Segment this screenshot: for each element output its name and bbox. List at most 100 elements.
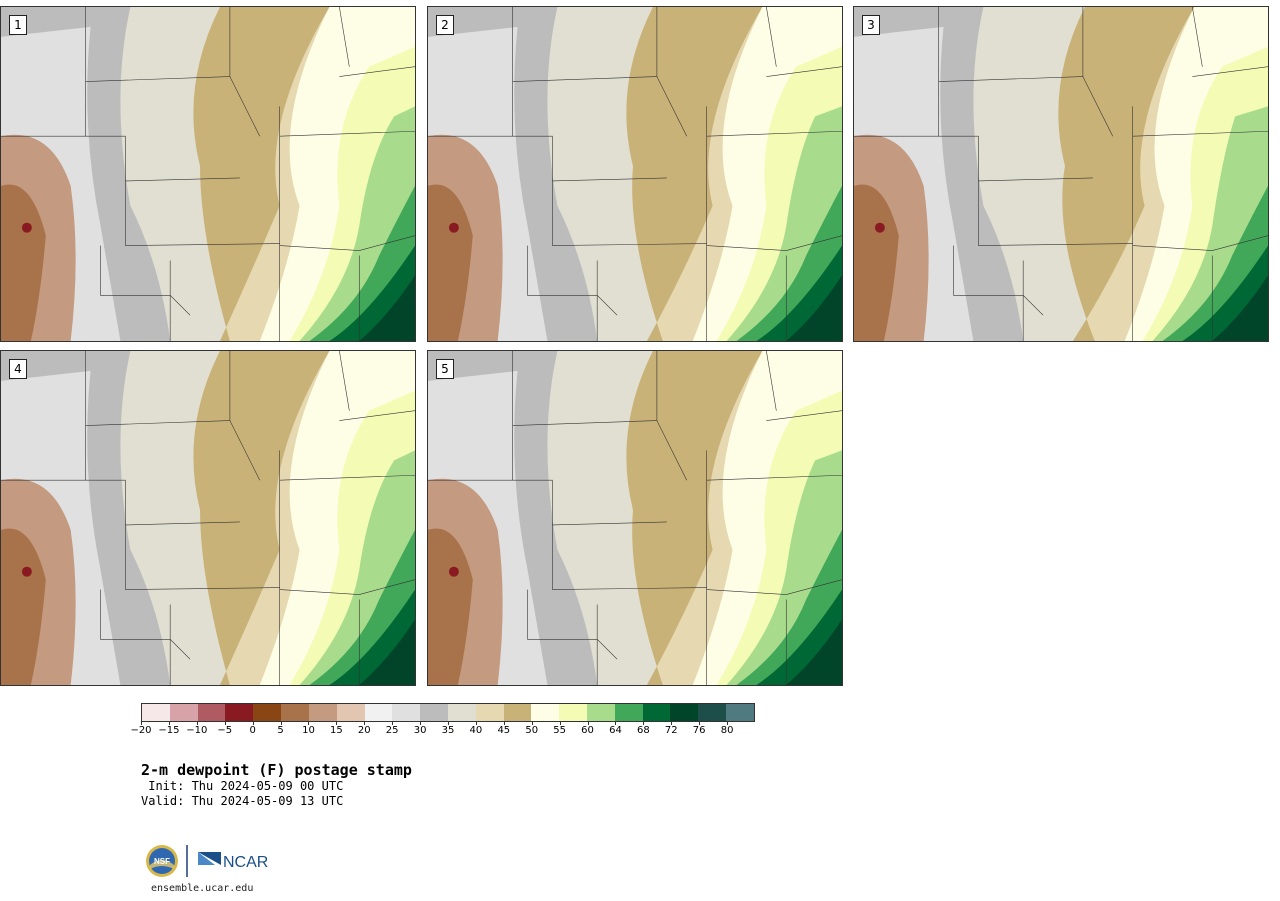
colorbar-swatch [392,704,421,721]
colorbar-tick-label: 80 [720,725,734,736]
state-border [1192,7,1203,67]
colorbar-swatch [726,704,754,721]
colorbar [141,703,755,722]
state-border [125,587,280,590]
field-72f-band [359,619,415,685]
panel-number-label: 5 [436,359,454,379]
state-border [978,177,1093,182]
colorbar-tick-mark [615,721,617,725]
state-border [1082,7,1114,137]
colorbar-tick-label: 35 [441,725,455,736]
colorbar-tick-label: 30 [413,725,427,736]
colorbar-tick-label: 55 [553,725,566,736]
colorbar-ticks: −20 −15 −10 −5 0 5 10 15 20 25 30 35 40 45 50 55 60 64 68 7… [130,721,755,741]
state-border [125,177,240,182]
field-min-spot [448,566,459,577]
state-border [339,7,350,67]
colorbar-tick-label: 68 [636,725,650,736]
dewpoint-map [854,7,1268,341]
stamp-panel-1: 1 [0,6,416,342]
colorbar-tick-label: 25 [385,725,399,736]
field-45f-band [193,7,330,341]
colorbar-tick-mark [531,721,533,725]
colorbar-tick-mark [336,721,338,725]
colorbar-tick-mark [671,721,673,725]
field-45f-band [1058,7,1195,341]
colorbar-tick-mark [503,721,505,725]
state-border [428,135,553,246]
colorbar-swatch [169,704,198,721]
field-45f-band [626,7,763,341]
colorbar-tick-label: −20 [130,725,152,736]
panel-number-label: 4 [9,359,27,379]
state-border [953,245,1044,316]
dewpoint-map [1,7,415,341]
state-border [766,351,777,411]
field-45f-band [626,351,763,685]
state-border [706,474,842,481]
colorbar-tick-mark [364,721,366,725]
init-time: Init: Thu 2024-05-09 00 UTC [141,779,344,793]
state-border [1192,66,1268,77]
colorbar-tick-mark [420,721,422,725]
state-border [279,579,415,595]
state-border [706,130,842,137]
colorbar-tick-label: −5 [217,725,233,736]
state-border [552,587,707,590]
colorbar-swatch [559,704,587,721]
dewpoint-map [428,7,842,341]
colorbar-swatch [531,704,560,721]
colorbar-tick-mark [727,721,729,725]
stamp-panel-4: 4 [0,350,416,686]
colorbar-tick-label: −10 [186,725,208,736]
colorbar-tick-label: 60 [581,725,594,736]
field-72f-band [786,275,842,341]
dewpoint-map [428,351,842,685]
colorbar-swatch [308,704,337,721]
state-border [854,135,979,246]
colorbar-tick-mark [252,721,254,725]
colorbar-tick-label: 20 [357,725,371,736]
ncar-logo: NCAR [198,852,268,871]
panel-number-label: 3 [862,15,880,35]
state-border [978,243,1133,246]
state-border [279,130,415,137]
ncar-logo-text: NCAR [223,854,268,871]
colorbar-swatch [364,704,393,721]
colorbar-tick-mark [141,721,142,725]
field-5f-region [854,184,899,341]
colorbar-swatch [447,704,476,721]
state-border [85,76,230,82]
field-5f-region [1,528,46,685]
state-border [279,235,415,251]
colorbar-tick-mark [587,721,589,725]
state-border [766,410,842,421]
colorbar-tick-mark [699,721,701,725]
colorbar-tick-mark [280,721,282,725]
field-min-spot [21,566,32,577]
field-5f-region [1,184,46,341]
state-border [85,420,230,426]
field-72f-band [1212,275,1268,341]
state-border [100,245,191,316]
state-border [1132,235,1268,251]
colorbar-tick-label: 40 [469,725,483,736]
state-border [1,479,126,590]
colorbar-tick-mark [559,721,561,725]
colorbar-tick-label: 64 [609,725,622,736]
state-border [279,474,415,481]
colorbar-tick-label: 5 [277,725,284,736]
state-border [428,479,553,590]
state-border [766,66,842,77]
state-border [339,410,415,421]
state-border [527,589,618,660]
state-border [527,245,618,316]
state-border [512,420,657,426]
colorbar-tick-mark [643,721,645,725]
colorbar-tick-label: 10 [302,725,315,736]
colorbar-swatch [475,704,504,721]
valid-time: Valid: Thu 2024-05-09 13 UTC [141,794,344,808]
state-border [100,589,191,660]
state-border [125,521,240,526]
colorbar-tick-label: 15 [329,725,343,736]
